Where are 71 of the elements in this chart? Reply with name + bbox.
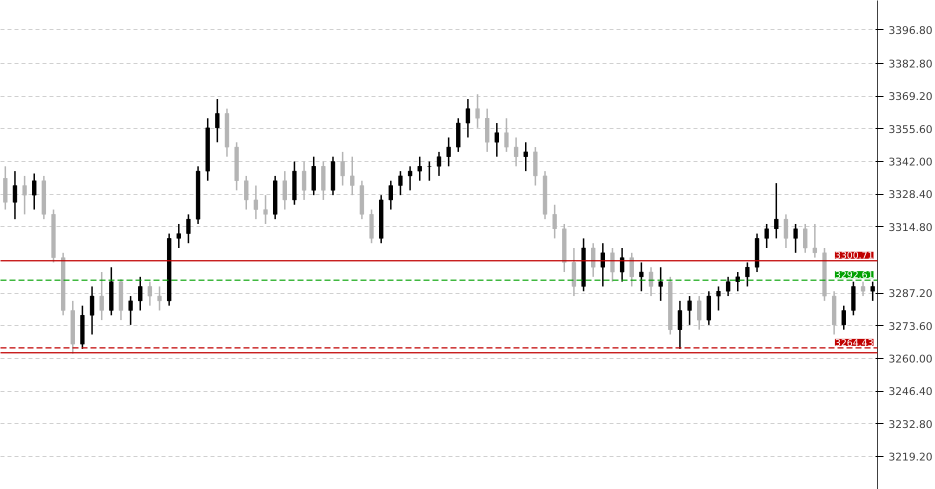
candlestick [524,142,528,172]
candlestick [860,280,866,297]
candlestick [302,160,306,201]
candlestick [812,223,818,258]
candlestick [350,156,354,196]
y-tick-label: 3232.80 [888,418,933,431]
candlestick [12,170,18,220]
candlestick [870,280,875,302]
candlestick [687,295,692,326]
candlestick [176,223,181,249]
candlestick [678,300,682,350]
candlestick [418,156,422,182]
candlestick [436,151,442,177]
candlestick [803,223,808,254]
y-tick-label: 3314.80 [888,220,933,234]
y-tick-label: 3396.80 [888,24,933,37]
candlestick [716,286,721,312]
y-tick-label: 3246.40 [888,385,933,398]
y-tick-label: 3328.40 [888,188,933,202]
candlestick [22,175,27,216]
candlestick [639,262,644,292]
candlestick [774,182,778,240]
candlestick [215,98,220,144]
candlestick [745,262,750,288]
y-tick-label: 3273.60 [888,320,933,333]
candlestick [32,172,36,210]
candlestick [784,214,788,249]
candlestick [340,151,345,186]
y-tick-label: 3287.20 [888,287,933,300]
candlestick [138,276,142,312]
y-tick-label: 3382.80 [888,57,933,70]
candlestick [475,93,480,129]
candlestick [254,184,258,220]
candlestick [504,117,509,153]
candlestick [658,266,663,302]
y-tick-label: 3342.00 [888,156,933,168]
candlestick [630,252,634,288]
candlestick [648,266,654,297]
candlestick [282,170,287,210]
candlestick [186,214,191,244]
candlestick [591,242,596,278]
candlestick [620,247,624,282]
candlestick [494,122,499,158]
candlestick [793,223,798,254]
y-tick-label: 3369.20 [888,90,933,104]
candlestick [263,194,268,225]
candlestick [842,304,846,330]
candlestick [446,136,451,168]
candlestick [726,276,730,297]
y-tick-label: 3219.20 [888,450,933,464]
candlestick [128,295,133,326]
candlestick [157,286,162,312]
ref-line-label: 3264.43 [834,338,874,349]
candlestick [697,295,702,330]
candlestick [148,280,152,306]
candlestick [600,242,606,288]
candlestick [244,175,248,210]
candlestick [552,204,557,240]
candlestick [466,98,470,138]
candlestick [398,170,403,196]
candlestick [100,271,104,321]
candlestick [388,180,393,210]
candlestick [90,286,94,336]
ref-line-label: 3300.71 [834,250,874,262]
candlestick [610,247,615,282]
candlestick [408,166,412,192]
y-tick-label: 3355.60 [888,122,933,136]
candlestick [514,136,518,168]
y-tick-label: 3260.00 [888,352,933,366]
candlestick [736,271,740,292]
candlestick [764,223,769,249]
